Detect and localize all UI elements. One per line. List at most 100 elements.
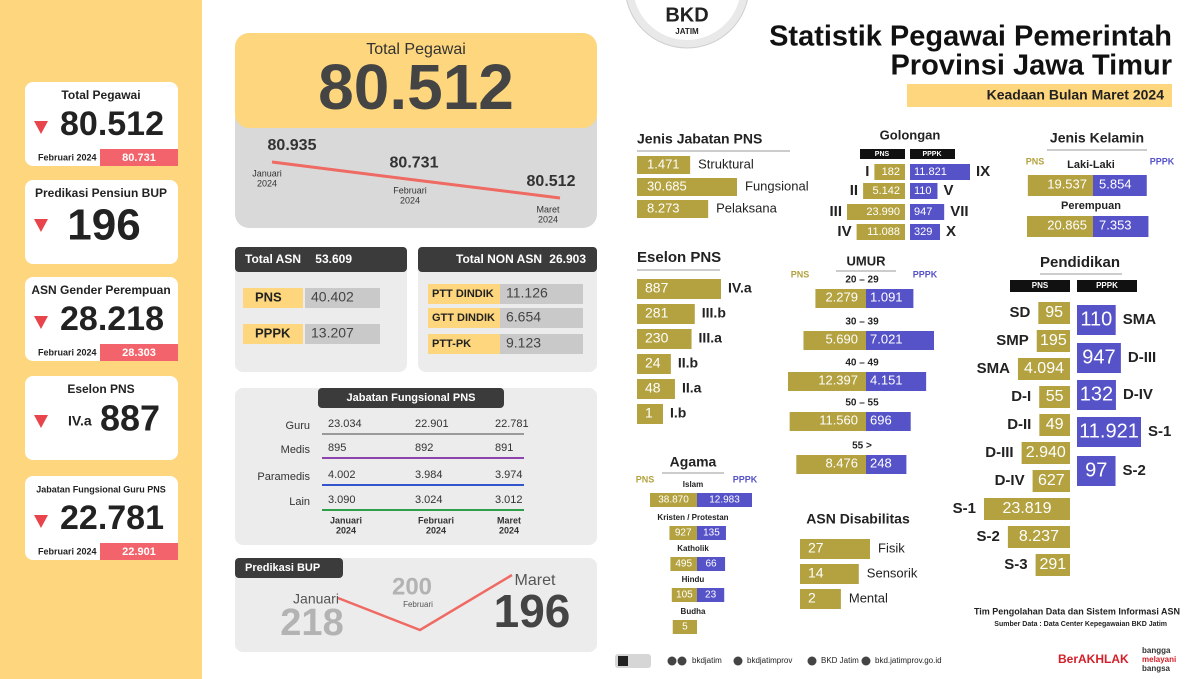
bar xyxy=(1077,380,1116,410)
bar-value: 329 xyxy=(914,226,932,238)
bar xyxy=(1077,417,1141,447)
bar-value: 947 xyxy=(914,206,932,218)
bar-value: 1.471 xyxy=(647,156,680,171)
bar-label: SD xyxy=(1009,304,1030,321)
bar-value: 24 xyxy=(645,355,661,371)
pns-key: PNS xyxy=(636,474,655,484)
subtitle: Keadaan Bulan Maret 2024 xyxy=(987,87,1165,103)
social-handle: bkd.jatimprov.go.id xyxy=(875,656,942,665)
bar-value: 4.094 xyxy=(1024,360,1064,377)
row-label: V xyxy=(943,182,953,199)
section-title: ASN Disabilitas xyxy=(806,511,910,527)
bar xyxy=(670,557,697,571)
bar-value: 7.021 xyxy=(870,331,903,346)
bar xyxy=(637,329,692,349)
row-label: Budha xyxy=(681,607,706,616)
bar-value: 7.353 xyxy=(1099,217,1132,232)
row-label: VII xyxy=(950,203,968,220)
logo: BKD xyxy=(665,4,708,26)
social-icon xyxy=(807,656,817,666)
bar-label: SMP xyxy=(996,332,1029,349)
trend-month: Januari xyxy=(252,168,282,178)
pppk-key: PPPK xyxy=(1096,281,1118,290)
section-title: Eselon PNS xyxy=(637,249,721,266)
row-label: Katholik xyxy=(677,544,709,553)
bar-value: 38.870 xyxy=(658,495,689,506)
bar xyxy=(1021,442,1070,464)
section-title: Jenis Jabatan PNS xyxy=(637,131,762,147)
bar-value: 8.237 xyxy=(1019,528,1059,545)
key-tag xyxy=(1077,280,1137,292)
asn-label: GTT DINDIK xyxy=(432,312,495,324)
bar-value: 2 xyxy=(808,590,816,606)
card xyxy=(25,82,178,166)
bar-value: 105 xyxy=(676,590,693,601)
bar xyxy=(866,289,914,308)
bar xyxy=(1039,414,1070,436)
jf-value: 22.781 xyxy=(495,418,529,430)
bup-line xyxy=(337,573,513,632)
bar-label: D-III xyxy=(985,444,1013,461)
bar-value: 27 xyxy=(808,540,824,556)
card-title: Predikasi Pensiun BUP xyxy=(35,186,167,200)
pppk-key: PPPK xyxy=(913,269,938,279)
bar-value: 110 xyxy=(914,185,932,197)
bar-label: D-III xyxy=(1128,349,1156,366)
bar xyxy=(1027,175,1093,196)
total-value: 80.512 xyxy=(318,51,514,123)
bar xyxy=(866,331,934,350)
row-label: 50 – 55 xyxy=(845,398,879,409)
bar xyxy=(1035,554,1070,576)
bar-label: S-2 xyxy=(977,528,1000,545)
bar xyxy=(910,224,941,240)
row-label: Hindu xyxy=(682,575,705,584)
bar-value: 11.821 xyxy=(914,166,947,178)
trend-line xyxy=(271,160,561,200)
compare-label: Februari 2024 xyxy=(38,152,97,162)
bar-value: 627 xyxy=(1038,472,1065,489)
title: Provinsi Jawa Timur xyxy=(890,50,1172,82)
asn-label: PTT-PK xyxy=(432,338,471,350)
bar-value: 20.865 xyxy=(1047,217,1087,232)
bar-label: S-3 xyxy=(1004,556,1027,573)
down-arrow xyxy=(34,121,48,134)
bup-title: Predikasi BUP xyxy=(245,562,320,574)
section-title: Jenis Kelamin xyxy=(1050,130,1144,146)
bar-value: 110 xyxy=(1080,308,1112,330)
card-title: Total Pegawai xyxy=(61,88,140,102)
bar-label: Sensorik xyxy=(867,565,918,580)
jf-value: 892 xyxy=(415,442,433,454)
bup-tab xyxy=(235,558,343,578)
bar-label: II.a xyxy=(682,380,702,396)
social-icon xyxy=(733,656,743,666)
pns-key: PNS xyxy=(875,151,890,158)
brand: BerAKHLAK xyxy=(1058,652,1129,666)
asn-value: 9.123 xyxy=(506,335,541,351)
row-label: 55 > xyxy=(852,441,872,452)
pns-key: PNS xyxy=(1026,156,1045,166)
bar-value: 195 xyxy=(1040,332,1067,349)
bar-value: 95 xyxy=(1045,304,1063,321)
bar xyxy=(788,372,866,391)
bar xyxy=(637,379,675,399)
bar xyxy=(1077,343,1121,373)
bup-month: Maret xyxy=(515,572,556,589)
card xyxy=(25,476,178,560)
value-band xyxy=(500,334,583,354)
bar-value: 8.273 xyxy=(647,200,680,215)
bar xyxy=(1093,175,1147,196)
compare-value: 22.901 xyxy=(122,546,156,558)
card-value: 887 xyxy=(100,398,160,439)
bar-label: SMA xyxy=(1123,311,1157,328)
jf-year: 2024 xyxy=(499,525,519,535)
bar-value: 66 xyxy=(705,559,717,570)
bar xyxy=(866,455,907,474)
card xyxy=(25,376,178,460)
trend-value: 80.935 xyxy=(268,137,317,154)
asn-value: 6.654 xyxy=(506,309,541,325)
bar-value: 8.476 xyxy=(825,455,858,470)
bar xyxy=(637,354,671,374)
jf-label: Lain xyxy=(289,496,310,508)
down-arrow xyxy=(34,316,48,329)
bar xyxy=(803,331,866,350)
